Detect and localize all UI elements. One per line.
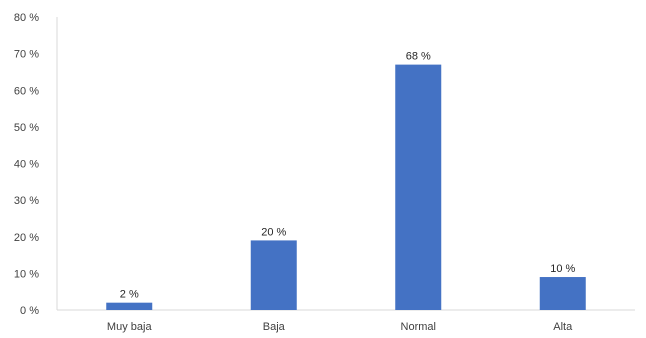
x-axis-labels: Muy baja Baja Normal Alta [107,321,573,333]
y-tick-label: 60 % [14,85,39,97]
bar [106,302,153,310]
y-tick-label: 50 % [14,122,39,134]
data-label: 10 % [550,263,575,275]
data-label: 20 % [261,226,286,238]
x-tick-label: Baja [263,321,286,333]
y-tick-label: 70 % [14,49,39,61]
bar [539,277,586,310]
y-tick-label: 80 % [14,12,39,24]
y-tick-label: 10 % [14,268,39,280]
y-tick-label: 40 % [14,159,39,171]
data-labels: 2 % 20 % 68 % 10 % [120,51,576,301]
y-axis-ticks: 0 % 10 % 20 % 30 % 40 % 50 % 60 % 70 % 80 % [14,12,39,317]
bar [395,64,442,310]
y-tick-label: 0 % [20,305,39,317]
data-label: 68 % [406,51,431,63]
x-tick-label: Normal [401,321,436,333]
bars [106,64,586,310]
x-tick-label: Muy baja [107,321,153,333]
x-tick-label: Alta [553,321,573,333]
y-tick-label: 20 % [14,232,39,244]
y-tick-label: 30 % [14,195,39,207]
data-label: 2 % [120,289,139,301]
bar [250,240,297,310]
